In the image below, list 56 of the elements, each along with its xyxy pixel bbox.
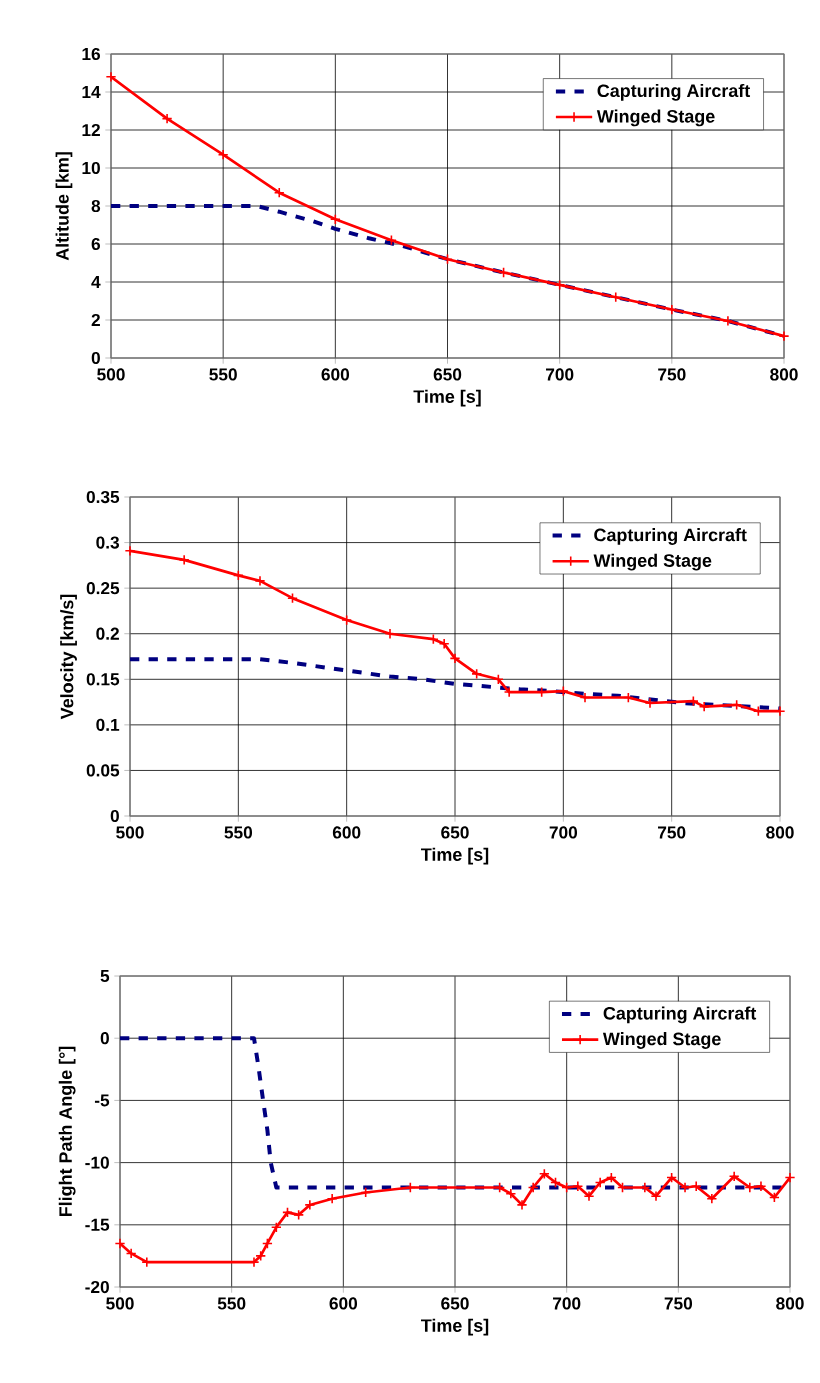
legend-label: Capturing Aircraft [603,1006,757,1024]
y-tick-label: 12 [82,123,100,137]
y-tick-label: 0.1 [96,718,120,731]
x-tick-label: 500 [106,1297,134,1310]
x-tick-label: 750 [658,826,686,839]
y-tick-label: 6 [91,237,101,251]
y-tick-label: -5 [94,1094,110,1107]
x-tick-label: 550 [217,1297,246,1310]
x-tick-label: 600 [332,826,361,839]
x-tick-label: 500 [97,368,125,381]
x-tick-label: 650 [433,368,462,381]
x-tick-label: 500 [116,826,144,839]
x-tick-label: 600 [329,1297,358,1310]
y-axis-title: Flight Path Angle [°] [58,1046,76,1217]
y-tick-label: 5 [100,970,110,983]
x-tick-label: 700 [549,826,578,839]
x-axis-title: Time [s] [421,847,489,865]
legend-label: Winged Stage [596,109,715,127]
y-tick-label: -10 [85,1156,109,1169]
legend-label: Winged Stage [602,1032,721,1049]
y-tick-label: 10 [82,161,100,175]
legend-label: Capturing Aircraft [594,528,747,545]
x-tick-label: 600 [321,368,350,381]
y-tick-label: 0 [91,351,100,365]
y-tick-label: 16 [82,47,101,61]
legend-label: Capturing Aircraft [597,83,751,101]
y-axis-title: Altitude [km] [55,152,73,261]
y-tick-label: 8 [91,199,101,213]
x-tick-label: 700 [546,368,574,381]
x-tick-label: 550 [209,368,237,381]
y-tick-label: -15 [85,1218,110,1231]
y-tick-label: -20 [85,1280,109,1294]
x-tick-label: 650 [441,1297,469,1310]
x-tick-label: 700 [553,1297,581,1310]
legend-label: Winged Stage [593,553,712,571]
y-tick-label: 0.15 [86,673,120,686]
y-tick-label: 0.3 [96,536,120,549]
y-axis-title: Velocity [km/s] [60,594,77,720]
x-axis-title: Time [s] [413,389,481,407]
x-tick-label: 750 [664,1297,693,1310]
x-tick-label: 550 [224,826,253,839]
y-tick-label: 0.2 [96,627,119,640]
y-tick-label: 0.25 [86,582,120,595]
y-tick-label: 0.35 [86,490,120,504]
y-tick-label: 14 [82,86,101,98]
y-tick-label: 0.05 [86,764,120,777]
x-tick-label: 800 [770,368,798,381]
x-tick-label: 800 [766,826,794,839]
y-tick-label: 0 [110,809,119,823]
x-tick-label: 800 [776,1297,804,1310]
x-axis-title: Time [s] [421,1318,489,1336]
y-tick-label: 2 [91,313,100,327]
y-tick-label: 0 [100,1032,109,1045]
x-tick-label: 650 [441,826,469,839]
y-tick-label: 4 [91,276,101,288]
x-tick-label: 750 [658,368,686,381]
